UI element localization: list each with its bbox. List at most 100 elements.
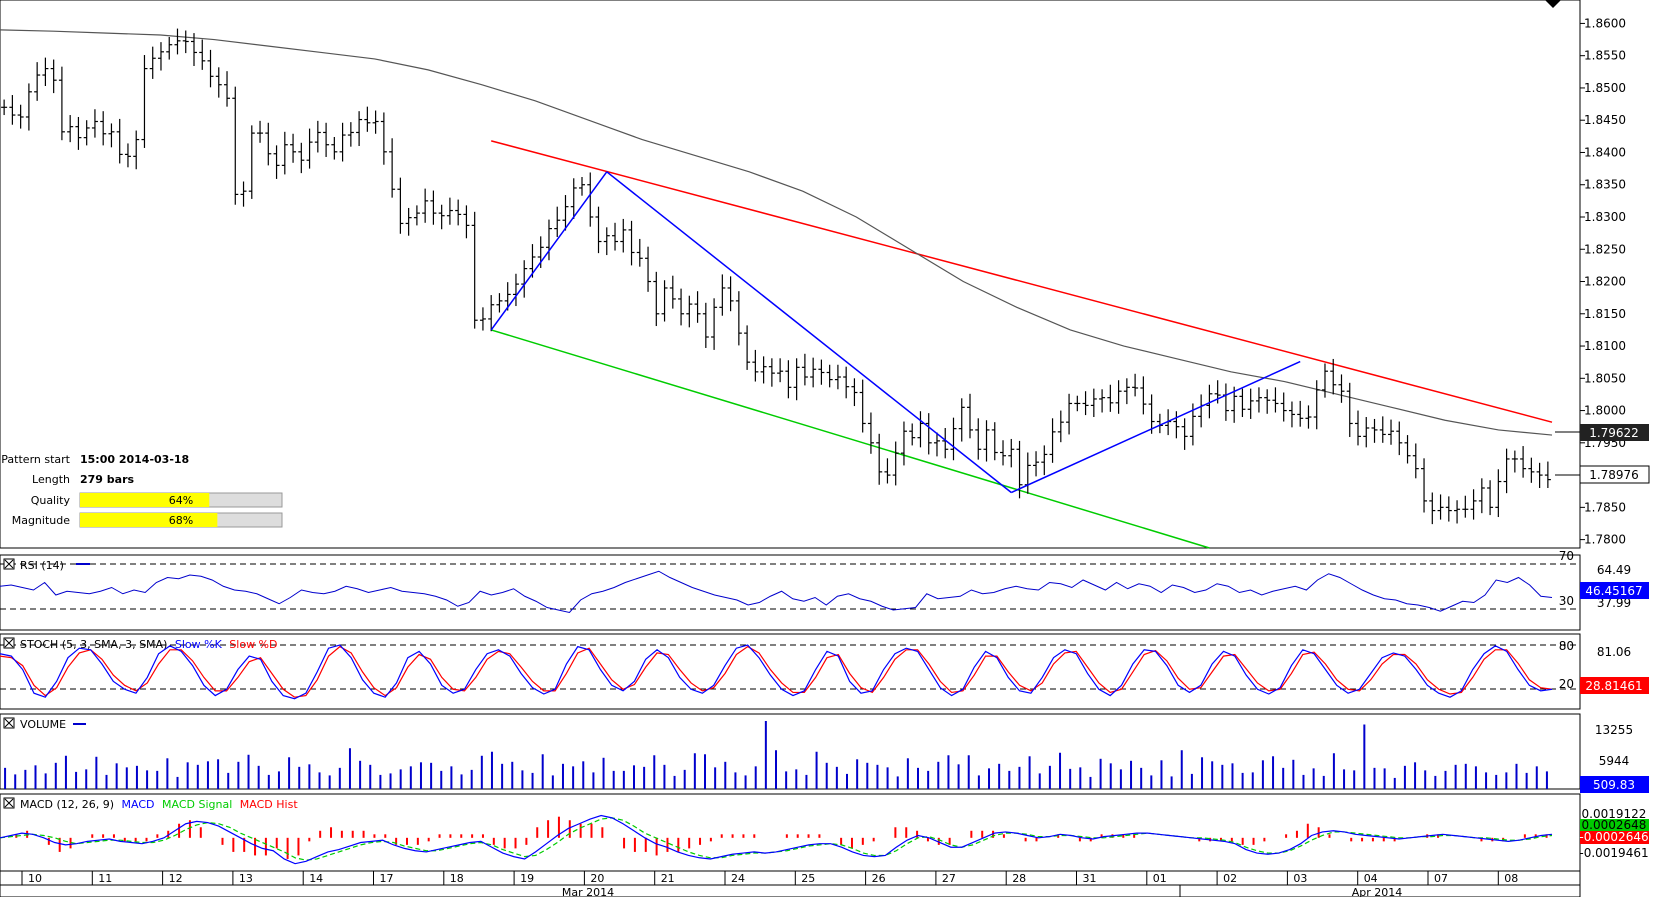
pattern-info: Pattern start 15:00 2014-03-18 Length 27… bbox=[1, 453, 283, 528]
macd-scale-upper: 0.0019122 bbox=[1582, 807, 1647, 821]
day-tick-label: 21 bbox=[661, 872, 675, 885]
rsi-close-icon bbox=[4, 559, 14, 569]
macd-scale-lower: -0.0019461 bbox=[1579, 846, 1648, 860]
quality-bar-fill bbox=[80, 493, 210, 507]
length-value: 279 bars bbox=[80, 473, 135, 486]
rsi-current-value: 46.45167 bbox=[1585, 584, 1642, 598]
pattern-start-value: 15:00 2014-03-18 bbox=[80, 453, 189, 466]
stoch-level-20-label: 20 bbox=[1559, 677, 1574, 691]
price-axis: 1.8600 1.8550 1.8500 1.8450 1.8400 1.8350 1.83… bbox=[1580, 16, 1626, 547]
month-label-apr: Apr 2014 bbox=[1352, 886, 1403, 897]
zigzag-pattern bbox=[490, 171, 1301, 494]
stoch-scale-upper: 81.06 bbox=[1597, 645, 1631, 659]
moving-average-line bbox=[0, 29, 1553, 436]
dropdown-triangle-icon[interactable] bbox=[1545, 0, 1561, 8]
ma-value-label: 1.79622 bbox=[1589, 426, 1639, 440]
day-tick-label: 17 bbox=[380, 872, 394, 885]
day-tick-label: 12 bbox=[169, 872, 183, 885]
price-tick-label: 1.7800 bbox=[1584, 533, 1626, 547]
quality-percent: 64% bbox=[169, 494, 193, 507]
trend-lines bbox=[490, 140, 1553, 549]
pattern-start-label: Pattern start bbox=[1, 453, 70, 466]
price-tick-label: 1.7850 bbox=[1584, 500, 1626, 514]
volume-label: VOLUME bbox=[20, 718, 66, 731]
macd-close-icon bbox=[4, 798, 14, 808]
day-tick-label: 19 bbox=[520, 872, 534, 885]
stoch-panel: STOCH (5, 3, SMA, 3, SMA) Slow %K Slow %… bbox=[0, 633, 1649, 710]
price-tick-label: 1.8200 bbox=[1584, 275, 1626, 289]
ma-value-marker: 1.79622 bbox=[1555, 424, 1649, 441]
stoch-current-value: 28.81461 bbox=[1585, 679, 1642, 693]
macd-signal-line bbox=[0, 817, 1553, 861]
stoch-panel-border bbox=[0, 633, 1581, 710]
price-tick-label: 1.8350 bbox=[1584, 178, 1626, 192]
price-tick-label: 1.8000 bbox=[1584, 404, 1626, 418]
price-tick-label: 1.8150 bbox=[1584, 307, 1626, 321]
macd-histogram bbox=[15, 816, 1548, 859]
rsi-scale-lower: 37.99 bbox=[1597, 596, 1631, 610]
price-tick-label: 1.8450 bbox=[1584, 113, 1626, 127]
stoch-k-legend: Slow %K bbox=[175, 638, 223, 651]
price-panel: 1.8600 1.8550 1.8500 1.8450 1.8400 1.8350 1.83… bbox=[0, 0, 1650, 549]
day-tick-label: 24 bbox=[731, 872, 745, 885]
stoch-k-line bbox=[0, 644, 1553, 700]
macd-line bbox=[0, 814, 1553, 865]
macd-signal-legend: MACD Signal bbox=[162, 798, 232, 811]
last-price-box bbox=[1579, 465, 1650, 484]
day-tick-label: 20 bbox=[590, 872, 604, 885]
rsi-level-70-label: 70 bbox=[1559, 549, 1574, 563]
ma-value-box bbox=[1580, 424, 1649, 441]
last-price-label: 1.78976 bbox=[1589, 468, 1639, 482]
rsi-line bbox=[0, 570, 1553, 614]
last-price-marker: 1.78976 bbox=[1555, 465, 1650, 484]
time-axis-months-row bbox=[0, 884, 1581, 897]
upper-trend-line bbox=[490, 140, 1553, 423]
macd-signal-box bbox=[1580, 819, 1649, 831]
day-tick-label: 11 bbox=[98, 872, 112, 885]
volume-scale-lower: 5944 bbox=[1599, 754, 1630, 768]
stoch-d-legend: Slow %D bbox=[229, 638, 277, 651]
volume-scale-upper: 13255 bbox=[1595, 723, 1633, 737]
day-tick-label: 08 bbox=[1504, 872, 1518, 885]
day-tick-label: 03 bbox=[1293, 872, 1307, 885]
rsi-scale-upper: 64.49 bbox=[1597, 563, 1631, 577]
stoch-params: STOCH (5, 3, SMA, 3, SMA) bbox=[20, 638, 167, 651]
macd-panel: MACD (12, 26, 9) MACD MACD Signal MACD H… bbox=[0, 793, 1649, 872]
price-tick-label: 1.8500 bbox=[1584, 81, 1626, 95]
magnitude-bar-fill bbox=[80, 513, 218, 527]
magnitude-label: Magnitude bbox=[12, 514, 71, 527]
day-ticks: 10 11 12 13 14 17 18 19 20 21 24 25 26 27 28 31 01 02 03 04… bbox=[21, 871, 1518, 885]
price-tick-label: 1.8600 bbox=[1584, 16, 1626, 30]
length-label: Length bbox=[32, 473, 70, 486]
price-tick-label: 1.8050 bbox=[1584, 371, 1626, 385]
volume-bars bbox=[4, 721, 1548, 789]
price-panel-border bbox=[0, 0, 1581, 549]
rsi-label: RSI (14) bbox=[20, 559, 64, 572]
price-tick-label: 1.8300 bbox=[1584, 210, 1626, 224]
day-tick-label: 13 bbox=[239, 872, 253, 885]
volume-panel: VOLUME 13255 5944 509.83 bbox=[0, 713, 1649, 793]
day-tick-label: 28 bbox=[1012, 872, 1026, 885]
rsi-level-30-label: 30 bbox=[1559, 594, 1574, 608]
price-bars bbox=[1, 28, 1551, 525]
price-tick-label: 1.8550 bbox=[1584, 49, 1626, 63]
price-tick-label: 1.8100 bbox=[1584, 339, 1626, 353]
macd-current-hist: -0.0002646 bbox=[1579, 830, 1648, 844]
volume-current-value: 509.83 bbox=[1593, 778, 1635, 792]
zigzag-segment bbox=[606, 171, 1012, 494]
stoch-current-box bbox=[1580, 677, 1649, 694]
zigzag-segment bbox=[490, 171, 608, 331]
time-axis: 10 11 12 13 14 17 18 19 20 21 24 25 26 27 28 31 01 02 03 04… bbox=[0, 870, 1581, 897]
volume-current-box bbox=[1580, 776, 1649, 793]
day-tick-label: 07 bbox=[1434, 872, 1448, 885]
macd-hist-box bbox=[1580, 831, 1649, 844]
volume-close-icon bbox=[4, 718, 14, 728]
lower-trend-line bbox=[490, 329, 1210, 549]
day-tick-label: 26 bbox=[872, 872, 886, 885]
zigzag-segment bbox=[1010, 360, 1301, 494]
stoch-level-80-label: 80 bbox=[1559, 639, 1574, 653]
quality-label: Quality bbox=[31, 494, 71, 507]
macd-legend: MACD bbox=[122, 798, 155, 811]
